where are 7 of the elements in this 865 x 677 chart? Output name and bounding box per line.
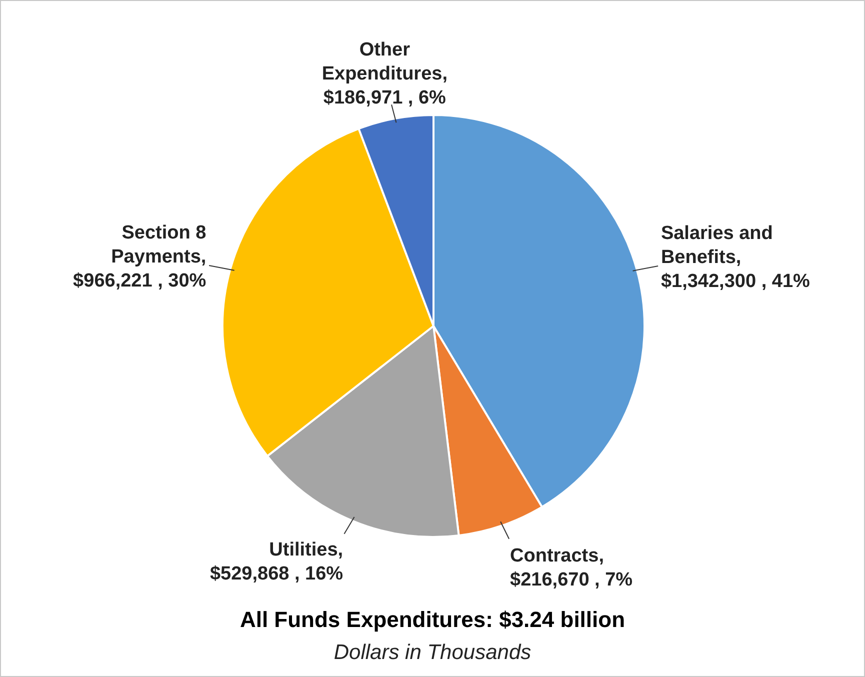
slice-label: Contracts, $216,670 , 7% [510,545,633,590]
slice-label: Section 8 Payments, $966,221 , 30% [73,222,206,292]
text: All Funds Expenditures: $3.24 billion [238,607,626,633]
slice-label: Other Expenditures, $186,971 , 6% [322,39,448,108]
slice-label: Salaries and Benefits, $1,342,300 , 41% [660,222,810,292]
slice-label: Utilities, $529,868 , 16% [210,540,344,585]
text: Dollars in Thousands [332,641,532,665]
